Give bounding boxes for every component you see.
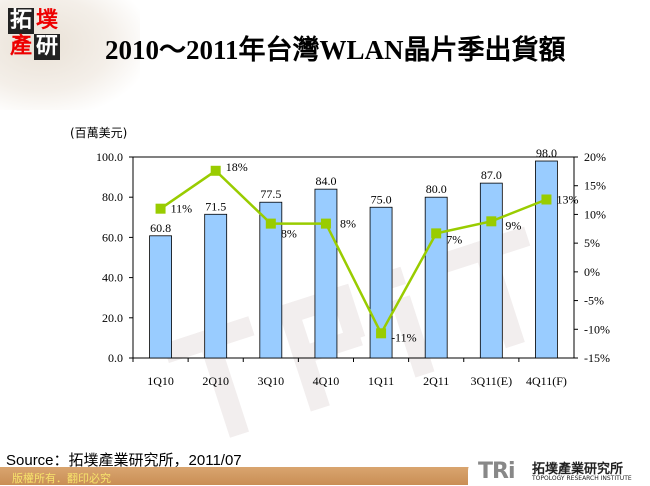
logo-char: 產 bbox=[9, 34, 32, 59]
right-tick-label: -15% bbox=[584, 351, 610, 365]
growth-label: 8% bbox=[281, 227, 297, 241]
left-tick-label: 80.0 bbox=[102, 190, 123, 204]
growth-label: 13% bbox=[556, 192, 578, 206]
bar-value-label: 98.0 bbox=[536, 146, 557, 160]
growth-marker bbox=[265, 218, 276, 229]
bar-value-label: 84.0 bbox=[315, 174, 336, 188]
growth-marker bbox=[155, 203, 166, 214]
bar-value-label: 71.5 bbox=[205, 199, 226, 213]
growth-label: 8% bbox=[340, 217, 356, 231]
copyright-text: 版權所有．翻印必究 bbox=[12, 472, 111, 485]
growth-marker bbox=[431, 228, 442, 239]
right-tick-label: -5% bbox=[584, 294, 604, 308]
category-label: 1Q11 bbox=[368, 374, 394, 388]
left-tick-label: 100.0 bbox=[96, 150, 123, 164]
category-label: 3Q10 bbox=[257, 374, 284, 388]
unit-label: (百萬美元) bbox=[70, 126, 127, 140]
growth-marker bbox=[376, 328, 387, 339]
category-label: 2Q11 bbox=[423, 374, 449, 388]
growth-marker bbox=[541, 194, 552, 205]
growth-marker bbox=[320, 218, 331, 229]
bar-value-label: 80.0 bbox=[426, 182, 447, 196]
bar bbox=[259, 201, 283, 359]
category-label: 3Q11(E) bbox=[471, 374, 513, 388]
category-label: 2Q10 bbox=[202, 374, 229, 388]
brand-name-en: TOPOLOGY RESEARCH INSTITUTE bbox=[532, 475, 632, 482]
source-note: Source：拓墣產業研究所，2011/07 bbox=[6, 452, 242, 469]
right-tick-label: 20% bbox=[584, 150, 606, 164]
logo-char: 研 bbox=[34, 34, 60, 60]
left-tick-label: 20.0 bbox=[102, 311, 123, 325]
left-tick-label: 40.0 bbox=[102, 271, 123, 285]
bar-value-label: 87.0 bbox=[481, 168, 502, 182]
right-tick-label: 5% bbox=[584, 236, 600, 250]
growth-label: -11% bbox=[391, 330, 417, 344]
left-tick-label: 60.0 bbox=[102, 230, 123, 244]
brand-name-cn: 拓墣產業研究所 bbox=[532, 462, 624, 477]
bar-value-label: 75.0 bbox=[371, 192, 392, 206]
growth-label: 18% bbox=[226, 160, 248, 174]
right-tick-label: 0% bbox=[584, 265, 600, 279]
growth-marker bbox=[486, 216, 497, 227]
category-label: 1Q10 bbox=[147, 374, 174, 388]
growth-line bbox=[159, 169, 547, 336]
logo: 拓 墣 產 研 bbox=[8, 8, 60, 60]
plot-area bbox=[132, 156, 575, 359]
page-title: 2010～2011年台灣WLAN晶片季出貨額 bbox=[105, 35, 566, 65]
right-tick-label: -10% bbox=[584, 322, 610, 336]
category-label: 4Q11(F) bbox=[526, 374, 567, 388]
growth-label: 11% bbox=[171, 202, 193, 216]
bar bbox=[424, 196, 448, 359]
category-label: 4Q10 bbox=[313, 374, 340, 388]
right-tick-label: 10% bbox=[584, 207, 606, 221]
bar bbox=[149, 235, 172, 359]
bar bbox=[314, 188, 338, 359]
growth-marker bbox=[210, 165, 221, 176]
bar bbox=[479, 182, 503, 359]
logo-char: 拓 bbox=[8, 8, 34, 34]
bar bbox=[204, 213, 228, 359]
bar-value-label: 77.5 bbox=[260, 187, 281, 201]
right-tick-label: 15% bbox=[584, 179, 606, 193]
left-tick-label: 0.0 bbox=[108, 351, 123, 365]
bar bbox=[535, 160, 558, 359]
growth-label: 7% bbox=[446, 232, 462, 246]
bar-value-label: 60.8 bbox=[150, 221, 171, 235]
brand-logo: TRi 拓墣產業研究所 TOPOLOGY RESEARCH INSTITUTE bbox=[468, 457, 650, 485]
growth-label: 9% bbox=[505, 218, 521, 232]
brand-mark: TRi bbox=[478, 459, 515, 484]
logo-char: 墣 bbox=[35, 8, 58, 33]
